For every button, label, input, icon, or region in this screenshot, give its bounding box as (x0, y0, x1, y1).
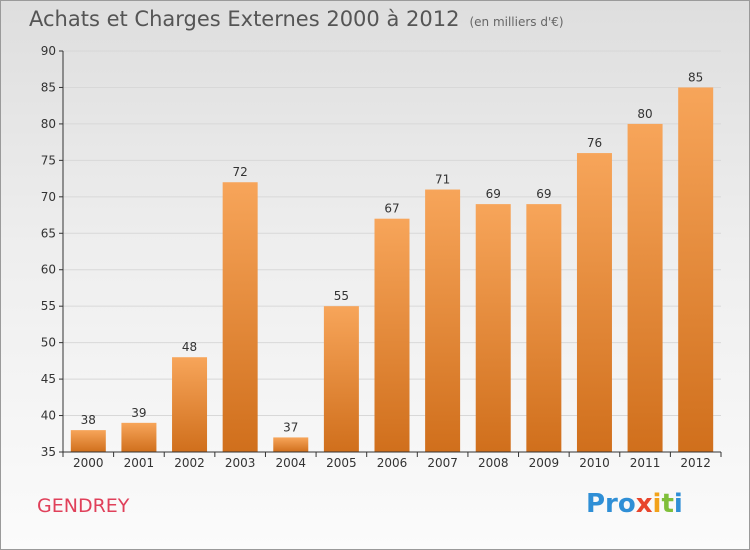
x-tick-label: 2010 (579, 456, 610, 470)
y-tick-label: 85 (41, 80, 56, 94)
x-tick-label: 2002 (174, 456, 205, 470)
bar-2008 (475, 204, 511, 452)
bar-2012 (678, 87, 714, 453)
place-name: GENDREY (37, 495, 130, 517)
chart-title: Achats et Charges Externes 2000 à 2012 (e… (29, 7, 564, 31)
x-tick-label: 2009 (529, 456, 560, 470)
data-label-2012: 85 (688, 70, 703, 84)
data-label-2003: 72 (233, 165, 248, 179)
data-label-2001: 39 (131, 406, 146, 420)
data-label-2011: 80 (637, 107, 652, 121)
y-tick-label: 50 (41, 336, 56, 350)
data-label-2008: 69 (486, 187, 501, 201)
y-tick-label: 55 (41, 299, 56, 313)
bar-2001 (121, 422, 157, 452)
y-tick-label: 45 (41, 372, 56, 386)
x-tick-label: 2012 (680, 456, 711, 470)
y-tick-label: 80 (41, 117, 56, 131)
data-label-2002: 48 (182, 340, 197, 354)
bar-2006 (374, 218, 410, 452)
x-tick-label: 2008 (478, 456, 509, 470)
axes (59, 50, 722, 457)
bar-2002 (172, 357, 208, 452)
data-label-2005: 55 (334, 289, 349, 303)
x-tick-label: 2006 (377, 456, 408, 470)
x-tick-label: 2005 (326, 456, 357, 470)
x-tick-label: 2004 (275, 456, 306, 470)
bar-2003 (222, 182, 258, 452)
y-tick-label: 70 (41, 190, 56, 204)
data-label-2000: 38 (81, 413, 96, 427)
data-label-2007: 71 (435, 173, 450, 187)
y-tick-label: 35 (41, 445, 56, 459)
y-tick-label: 60 (41, 263, 56, 277)
bar-2005 (323, 306, 359, 452)
data-label-2009: 69 (536, 187, 551, 201)
bar-2011 (627, 123, 663, 452)
bars (70, 87, 714, 453)
y-tick-label: 65 (41, 226, 56, 240)
proxiti-logo: Proxiti (586, 489, 683, 519)
labels: 35 40 45 50 55 60 65 70 75 80 85 90 38 2000 39 2001 48 20… (41, 44, 711, 470)
bar-2010 (576, 153, 612, 452)
bar-2009 (526, 204, 562, 452)
y-tick-label: 40 (41, 409, 56, 423)
y-tick-label: 90 (41, 44, 56, 58)
x-tick-label: 2001 (124, 456, 155, 470)
data-label-2004: 37 (283, 420, 298, 434)
data-label-2006: 67 (384, 202, 399, 216)
bar-2000 (70, 430, 106, 452)
y-tick-label: 75 (41, 153, 56, 167)
x-tick-label: 2007 (427, 456, 458, 470)
x-tick-label: 2003 (225, 456, 256, 470)
chart-title-text: Achats et Charges Externes 2000 à 2012 (29, 7, 460, 31)
bar-2004 (273, 437, 309, 452)
bar-2007 (425, 189, 461, 452)
chart-unit: (en milliers d'€) (469, 15, 564, 29)
data-label-2010: 76 (587, 136, 602, 150)
x-tick-label: 2011 (630, 456, 661, 470)
x-tick-label: 2000 (73, 456, 104, 470)
